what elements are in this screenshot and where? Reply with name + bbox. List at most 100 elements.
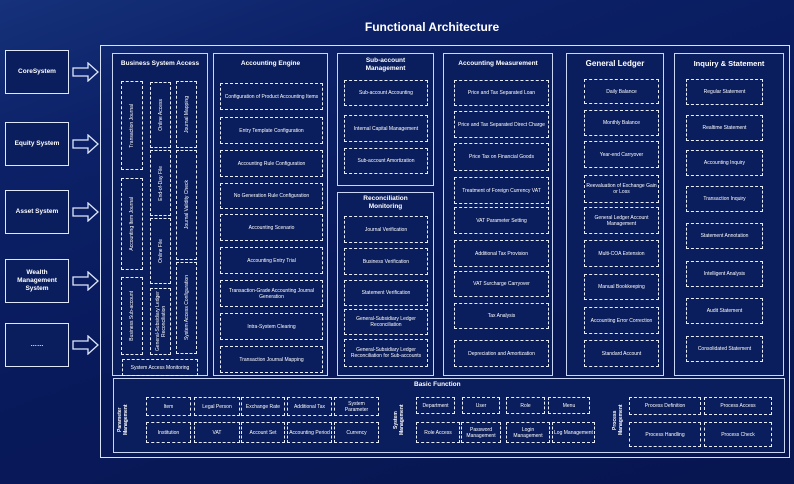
bsa-item-journal-validity-check: Journal Validity Check bbox=[176, 150, 197, 260]
source-system-equity-system: Equity System bbox=[5, 122, 69, 166]
reconciliation-monitoring-item: Statement Verification bbox=[344, 280, 428, 306]
inquiry-statement-item: Statement Annotation bbox=[686, 223, 763, 249]
general-ledger-item: Accounting Error Correction bbox=[584, 307, 659, 334]
box-label: Business Sub-account bbox=[129, 291, 135, 341]
system-user: User bbox=[462, 397, 500, 414]
parameter-accounting-period: Accounting Period bbox=[287, 422, 332, 443]
panel-title: Inquiry & Statement bbox=[693, 59, 765, 68]
system-menu: Menu bbox=[548, 397, 590, 414]
reconciliation-monitoring-item: Journal Verification bbox=[344, 216, 428, 243]
process-process-access: Process Access bbox=[704, 397, 772, 415]
sub-account-management-item: Internal Capital Management bbox=[344, 115, 428, 142]
system-password-management: Password Management bbox=[461, 422, 501, 443]
source-system-wealth-management-system: Wealth Management System bbox=[5, 259, 69, 303]
source-system-asset-system: Asset System bbox=[5, 190, 69, 234]
accounting-engine-item: Intra-System Clearing bbox=[220, 313, 323, 340]
accounting-engine-item: Entry Template Configuration bbox=[220, 117, 323, 144]
inquiry-statement-item: Consolidated Statement bbox=[686, 336, 763, 362]
panel-title: Basic Function bbox=[414, 381, 461, 388]
accounting-measurement-item: Additional Tax Provision bbox=[454, 240, 549, 267]
accounting-measurement-item: VAT Parameter Setting bbox=[454, 207, 549, 234]
system-login-management: Login Management bbox=[506, 422, 550, 443]
bsa-item-journal-mapping: Journal Mapping bbox=[176, 81, 197, 148]
arrow-right-icon bbox=[72, 335, 99, 355]
inquiry-statement-panel: Inquiry & Statement bbox=[674, 53, 784, 376]
accounting-engine-item: Accounting Scenario bbox=[220, 214, 323, 241]
bsa-item-transaction-journal: Transaction Journal bbox=[121, 81, 143, 170]
general-ledger-item: Manual Bookkeeping bbox=[584, 274, 659, 300]
box-label: Journal Mapping bbox=[183, 96, 190, 133]
source-system-: …… bbox=[5, 323, 69, 367]
general-ledger-panel: General Ledger bbox=[566, 53, 664, 376]
sub-account-management-item: Sub-account Accounting bbox=[344, 80, 428, 106]
general-ledger-item: Multi-COA Extension bbox=[584, 240, 659, 267]
accounting-measurement-item: Price Tax on Financial Goods bbox=[454, 143, 549, 171]
reconciliation-monitoring-item: General-Subsidiary Ledger Reconciliation bbox=[344, 309, 428, 335]
panel-title: Reconciliation Monitoring bbox=[363, 195, 408, 210]
process-process-check: Process Check bbox=[704, 422, 772, 447]
parameter-legal-person: Legal Person bbox=[194, 397, 240, 416]
accounting-engine-item: Transaction Journal Mapping bbox=[220, 346, 323, 373]
process-process-handling: Process Handling bbox=[629, 422, 701, 447]
reconciliation-monitoring-panel: Reconciliation Monitoring bbox=[337, 192, 434, 376]
parameter-item: Item bbox=[146, 397, 191, 416]
parameter-exchange-rate: Exchange Rate bbox=[241, 397, 285, 416]
parameter-institution: Institution bbox=[146, 422, 191, 443]
system-department: Department bbox=[416, 397, 455, 414]
box-label: Online Access bbox=[157, 99, 164, 131]
system-role: Role bbox=[506, 397, 545, 414]
process-management-label: Process Management bbox=[612, 404, 624, 436]
process-process-definition: Process Definition bbox=[629, 397, 701, 415]
inquiry-statement-item: Regular Statement bbox=[686, 79, 763, 105]
arrow-right-icon bbox=[72, 134, 99, 154]
system-role-access: Role Access bbox=[416, 422, 460, 443]
panel-title: Accounting Engine bbox=[240, 60, 301, 67]
accounting-engine-item: Transaction-Grade Accounting Journal Gen… bbox=[220, 280, 323, 307]
general-ledger-item: Reevaluation of Exchange Gain or Loss bbox=[584, 175, 659, 203]
box-label: Accounting Item Journal bbox=[129, 197, 135, 251]
bsa-item-online-access: Online Access bbox=[150, 82, 171, 148]
panel-title: Business System Access bbox=[120, 60, 200, 67]
inquiry-statement-item: Audit Statement bbox=[686, 298, 763, 324]
parameter-additional-tax: Additional Tax bbox=[287, 397, 332, 416]
inquiry-statement-item: Transaction Inquiry bbox=[686, 186, 763, 212]
sub-account-management-item: Sub-account Amortization bbox=[344, 148, 428, 174]
panel-title: General Ledger bbox=[585, 59, 645, 68]
accounting-measurement-item: Treatment of Foreign Currency VAT bbox=[454, 177, 549, 204]
box-label: System Access Configuration bbox=[183, 275, 190, 341]
reconciliation-monitoring-item: Business Verification bbox=[344, 248, 428, 275]
accounting-engine-item: Configuration of Product Accounting Item… bbox=[220, 83, 323, 110]
system-log-management: Log Management bbox=[552, 422, 595, 443]
general-ledger-item: Year-end Carryover bbox=[584, 141, 659, 168]
system-management-label: System Management bbox=[393, 404, 405, 436]
bsa-item-online-file: Online File bbox=[150, 218, 171, 284]
parameter-currency: Currency bbox=[334, 422, 379, 443]
system-access-monitoring: System Access Monitoring bbox=[122, 359, 198, 376]
inquiry-statement-item: Intelligent Analysis bbox=[686, 261, 763, 287]
parameter-system-parameter: System Parameter bbox=[334, 397, 379, 416]
box-label: Journal Validity Check bbox=[183, 180, 190, 230]
accounting-engine-item: Accounting Rule Configuration bbox=[220, 150, 323, 177]
bsa-item-accounting-item-journal: Accounting Item Journal bbox=[121, 178, 143, 270]
sub-account-management-panel: Sub-account Management bbox=[337, 53, 434, 186]
box-label: General-Subsidiary Ledger Reconciliation bbox=[154, 291, 167, 352]
bsa-item-end-of-day-file: End-of-Day File bbox=[150, 150, 171, 216]
accounting-engine-item: No Generation Rule Configuration bbox=[220, 183, 323, 209]
accounting-measurement-item: Price and Tax Separated Loan bbox=[454, 80, 549, 106]
parameter-vat: VAT bbox=[194, 422, 240, 443]
box-label: End-of-Day File bbox=[157, 165, 164, 201]
arrow-right-icon bbox=[72, 62, 99, 82]
accounting-measurement-item: Tax Analysis bbox=[454, 303, 549, 329]
accounting-measurement-item: VAT Surcharge Carryover bbox=[454, 271, 549, 297]
diagram-title: Functional Architecture bbox=[364, 20, 500, 34]
bsa-item-system-access-configuration: System Access Configuration bbox=[176, 262, 197, 354]
inquiry-statement-item: Realtime Statement bbox=[686, 115, 763, 141]
panel-title: Accounting Measurement bbox=[458, 60, 538, 67]
architecture-frame bbox=[100, 45, 790, 458]
parameter-management-label: Parameter Management bbox=[117, 404, 129, 436]
general-ledger-item: Standard Account bbox=[584, 340, 659, 367]
box-label: Transaction Journal bbox=[129, 103, 135, 148]
general-ledger-item: Daily Balance bbox=[584, 79, 659, 104]
bsa-item-business-sub-account: Business Sub-account bbox=[121, 277, 143, 355]
accounting-engine-item: Accounting Entry Trial bbox=[220, 247, 323, 274]
